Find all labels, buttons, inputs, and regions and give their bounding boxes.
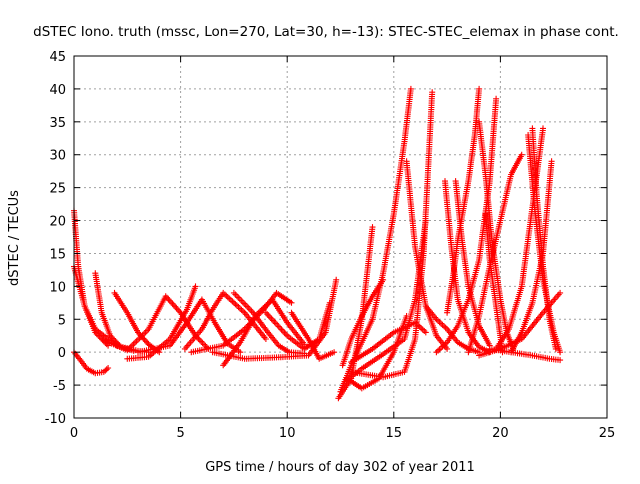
data-series-10 <box>188 289 295 356</box>
data-series-8 <box>181 289 269 352</box>
data-marker-trace <box>442 178 493 356</box>
x-tick-label: 10 <box>279 426 296 441</box>
data-series-14 <box>288 309 338 362</box>
data-marker-trace <box>288 309 338 362</box>
data-series-24 <box>442 178 493 356</box>
x-axis-label: GPS time / hours of day 302 of year 2011 <box>205 460 475 475</box>
data-marker-trace <box>71 349 112 377</box>
data-marker-trace <box>92 270 137 354</box>
data-series-3 <box>92 270 137 354</box>
x-tick-label: 0 <box>70 426 78 441</box>
data-marker-trace <box>181 289 269 352</box>
y-tick-label: 15 <box>49 247 66 262</box>
y-tick-label: 5 <box>58 313 66 328</box>
data-marker-trace <box>452 178 493 349</box>
data-series-1 <box>71 349 112 377</box>
y-tick-label: 10 <box>49 280 66 295</box>
data-series <box>71 85 564 402</box>
data-marker-trace <box>348 319 429 366</box>
data-marker-trace <box>124 283 199 362</box>
data-marker-trace <box>465 151 525 356</box>
chart-title: dSTEC Iono. truth (mssc, Lon=270, Lat=30… <box>33 24 619 40</box>
data-marker-trace <box>486 345 564 364</box>
y-tick-label: 0 <box>58 346 66 361</box>
y-axis-label: dSTEC / TECUs <box>7 190 22 286</box>
data-series-7 <box>124 283 199 362</box>
data-marker-trace <box>230 289 308 357</box>
y-tick-label: 30 <box>49 149 66 164</box>
data-marker-trace <box>444 85 483 316</box>
x-tick-label: 25 <box>599 426 616 441</box>
x-tick-label: 5 <box>176 426 184 441</box>
y-tick-label: -5 <box>53 379 66 394</box>
data-series-20 <box>348 319 429 366</box>
data-series-36 <box>486 345 564 364</box>
data-series-26 <box>452 178 493 349</box>
data-series-30 <box>465 151 525 356</box>
y-tick-label: 25 <box>49 182 66 197</box>
axis-ticks: -10 -5 0 5 10 15 20 25 30 35 40 45 0 5 10 15 20 25 <box>45 50 616 441</box>
data-series-25 <box>444 85 483 316</box>
y-tick-label: 45 <box>49 50 66 65</box>
data-series-17 <box>339 276 387 369</box>
data-marker-trace <box>188 289 295 356</box>
y-tick-label: 35 <box>49 116 66 131</box>
plot-frame <box>73 55 608 419</box>
x-tick-label: 20 <box>492 426 509 441</box>
y-tick-label: 20 <box>49 215 66 230</box>
data-series-11 <box>230 289 308 357</box>
y-tick-label: 40 <box>49 83 66 98</box>
y-tick-label: -10 <box>45 412 66 427</box>
data-marker-trace <box>339 276 387 369</box>
x-tick-label: 15 <box>386 426 403 441</box>
